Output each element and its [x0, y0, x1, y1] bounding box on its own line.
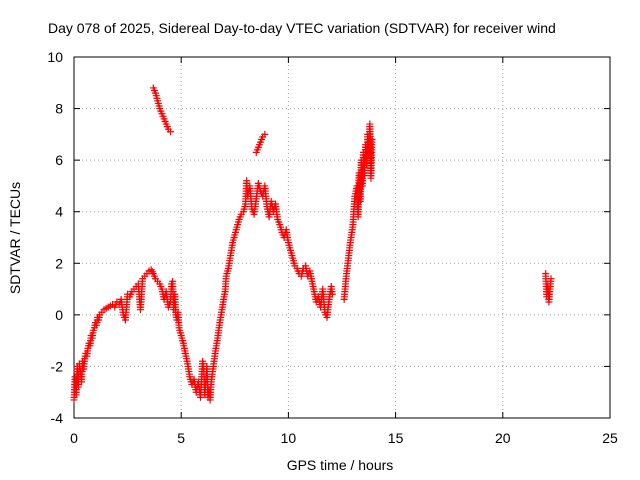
x-tick-label: 10 [281, 430, 297, 446]
x-tick-label: 15 [388, 430, 404, 446]
data-points [70, 84, 555, 404]
chart-title: Day 078 of 2025, Sidereal Day-to-day VTE… [48, 20, 556, 36]
data-point [368, 136, 376, 144]
y-tick-label: 6 [55, 152, 63, 168]
data-point [166, 128, 174, 136]
y-ticks: -4 -2 0 2 4 6 8 10 [47, 49, 610, 426]
data-point [547, 275, 555, 283]
x-tick-label: 20 [495, 430, 511, 446]
y-tick-label: -4 [51, 410, 64, 426]
y-tick-label: 10 [47, 49, 63, 65]
x-axis-label: GPS time / hours [287, 457, 394, 473]
y-tick-label: 0 [55, 307, 63, 323]
grid [74, 57, 610, 418]
x-ticks: 0 5 10 15 20 25 [70, 57, 618, 446]
y-tick-label: 8 [55, 101, 63, 117]
y-tick-label: 4 [55, 204, 63, 220]
x-tick-label: 5 [177, 430, 185, 446]
y-tick-label: 2 [55, 255, 63, 271]
x-tick-label: 0 [70, 430, 78, 446]
data-point [261, 130, 269, 138]
plot-frame [73, 56, 611, 419]
x-tick-label: 25 [602, 430, 618, 446]
data-point [328, 290, 336, 298]
y-axis-label: SDTVAR / TECUs [7, 182, 23, 294]
y-tick-label: -2 [51, 358, 64, 374]
